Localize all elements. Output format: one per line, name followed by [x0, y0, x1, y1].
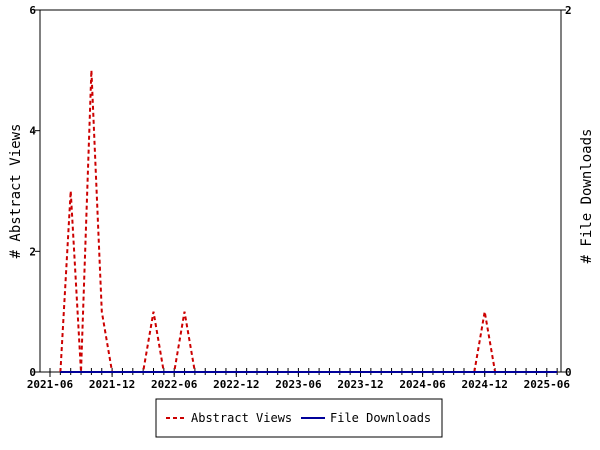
y-right-tick-label: 2 — [565, 4, 572, 17]
y-axis-right: 02 — [561, 4, 572, 379]
y-left-tick-label: 4 — [29, 125, 36, 138]
x-tick-label: 2022-12 — [213, 378, 259, 391]
y-right-tick-label: 0 — [565, 366, 572, 379]
y-left-tick-label: 0 — [29, 366, 36, 379]
y-left-tick-label: 6 — [29, 4, 36, 17]
series-layer — [59, 70, 558, 373]
x-axis: 2021-06 2021-12 2022-06 2022-12 2023-06 2023-… — [27, 368, 571, 391]
y-axis-left: 0 2 4 6 — [29, 4, 40, 379]
y-left-tick-label: 2 — [29, 245, 36, 258]
x-tick-label: 2023-12 — [337, 378, 383, 391]
x-tick-label: 2021-12 — [89, 378, 135, 391]
x-tick-label: 2024-06 — [399, 378, 446, 391]
legend-label-abstract-views: Abstract Views — [191, 411, 292, 425]
legend-label-file-downloads: File Downloads — [330, 411, 431, 425]
x-tick-label: 2022-06 — [151, 378, 198, 391]
series-line-abstract-views — [59, 70, 558, 373]
x-tick-label: 2023-06 — [275, 378, 322, 391]
y-axis-right-label: # File Downloads — [579, 129, 595, 264]
x-tick-label: 2024-12 — [462, 378, 508, 391]
x-tick-label: 2025-06 — [524, 378, 571, 391]
legend-box — [155, 398, 443, 438]
y-axis-left-label: # Abstract Views — [8, 124, 24, 259]
plot-area — [39, 9, 562, 373]
legend: Abstract Views File Downloads — [155, 398, 443, 438]
x-tick-label: 2021-06 — [27, 378, 74, 391]
